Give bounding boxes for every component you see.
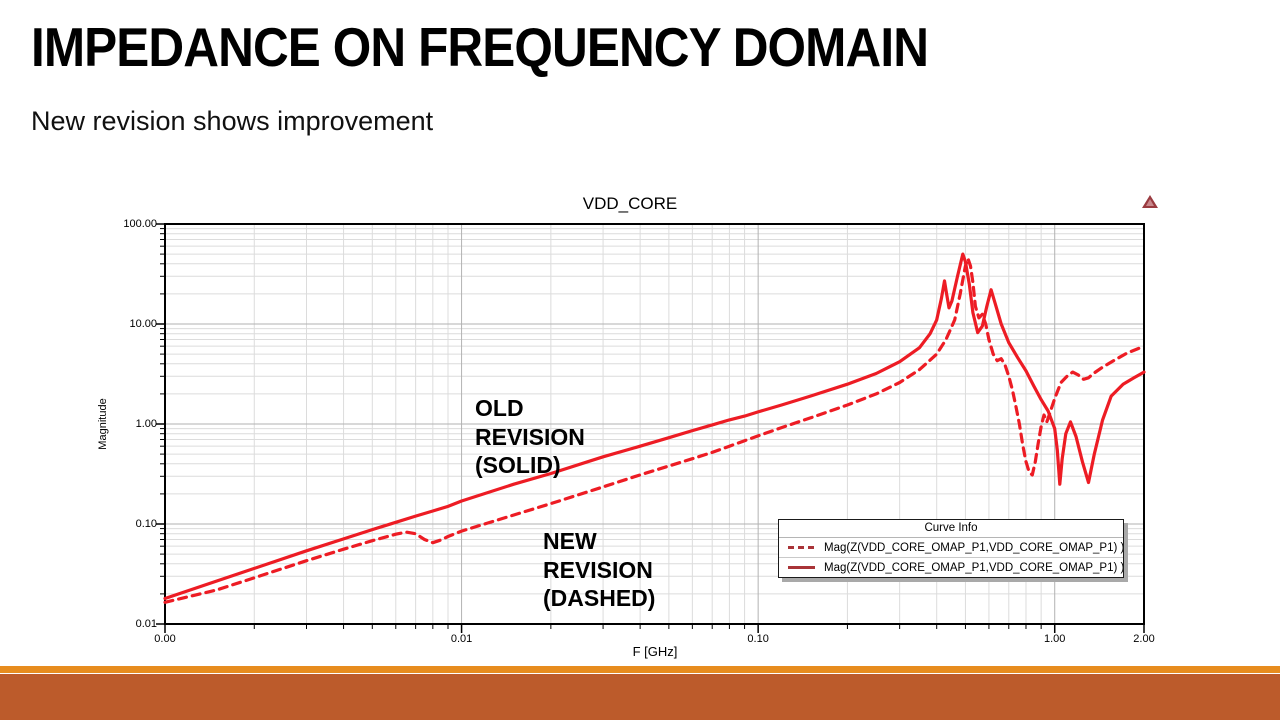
y-tick-label: 0.01 <box>135 618 157 630</box>
x-tick-label: 0.01 <box>450 633 473 645</box>
y-tick-label: 0.10 <box>135 518 157 530</box>
legend-row-solid: Mag(Z(VDD_CORE_OMAP_P1,VDD_CORE_OMAP_P1)… <box>779 557 1123 577</box>
legend-label-dashed: Mag(Z(VDD_CORE_OMAP_P1,VDD_CORE_OMAP_P1)… <box>824 541 1123 554</box>
x-tick-label: 1.00 <box>1044 633 1066 645</box>
dashed-line-swatch-icon <box>788 546 815 549</box>
y-tick-label: 1.00 <box>135 418 157 430</box>
corner-triangle-icon <box>1142 195 1158 208</box>
annotation-old-revision: OLD REVISION (SOLID) <box>475 394 585 480</box>
annotation-new-line2: REVISION <box>543 556 653 583</box>
slide-subtitle: New revision shows improvement <box>31 106 434 136</box>
annotation-old-line2: REVISION <box>475 423 585 450</box>
annotation-new-line3: (DASHED) <box>543 585 656 611</box>
footer-accent-bar <box>0 666 1280 673</box>
annotation-old-line3: (SOLID) <box>475 452 561 478</box>
x-axis-title: F [GHz] <box>632 644 678 659</box>
footer-bar <box>0 674 1280 720</box>
annotation-new-revision: NEW REVISION (DASHED) <box>543 527 655 613</box>
x-tick-label: 0.00 <box>154 633 176 645</box>
legend-label-solid: Mag(Z(VDD_CORE_OMAP_P1,VDD_CORE_OMAP_P1)… <box>824 561 1123 574</box>
solid-line-swatch-icon <box>788 566 815 569</box>
x-tick-label: 2.00 <box>1133 633 1155 645</box>
y-tick-label: 10.00 <box>129 318 157 330</box>
annotation-old-line1: OLD <box>475 395 524 421</box>
slide-title: IMPEDANCE ON FREQUENCY DOMAIN <box>31 16 929 78</box>
x-tick-label: 0.10 <box>747 633 769 645</box>
legend-header: Curve Info <box>779 520 1123 538</box>
chart-title: VDD_CORE <box>582 194 678 213</box>
y-tick-label: 100.00 <box>123 218 157 230</box>
legend-row-dashed: Mag(Z(VDD_CORE_OMAP_P1,VDD_CORE_OMAP_P1)… <box>779 538 1123 557</box>
annotation-new-line1: NEW <box>543 528 597 554</box>
legend: Curve Info Mag(Z(VDD_CORE_OMAP_P1,VDD_CO… <box>778 519 1124 578</box>
